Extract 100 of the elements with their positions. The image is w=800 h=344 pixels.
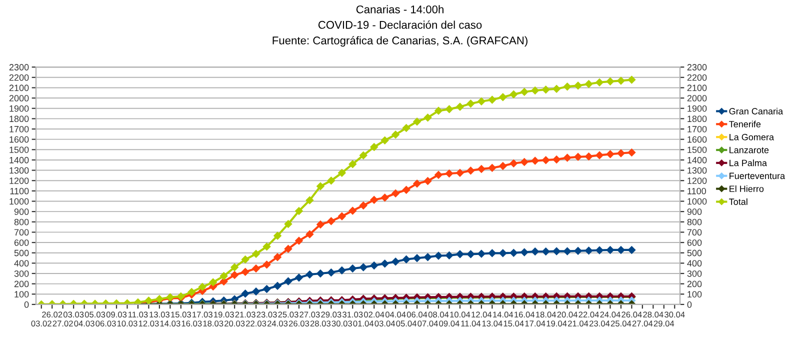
point (284, 220, 292, 228)
point (413, 254, 421, 262)
y-tick-label: 1300 (10, 167, 29, 174)
x-tick-label: 16.04 (514, 312, 535, 318)
point (380, 136, 389, 144)
point (338, 169, 346, 177)
point (563, 247, 572, 256)
x-tick-label: 06.04 (406, 312, 428, 318)
point (327, 268, 336, 276)
point (552, 156, 560, 164)
point (284, 277, 292, 286)
point (316, 270, 324, 278)
x-tick-label: 28.04 (643, 312, 664, 318)
point (478, 165, 486, 173)
point (284, 245, 292, 253)
chart-subtitle: COVID-19 - Declaración del caso (318, 20, 482, 29)
y-tick-label: 1500 (10, 146, 29, 153)
x-tick-label: 05.04 (396, 320, 416, 326)
x-tick-label: 11.04 (461, 320, 481, 326)
point (252, 288, 260, 296)
y-tick-label: 0 (24, 301, 29, 308)
x-tick-label: 26.04 (622, 312, 642, 318)
x-tick-label: 13.03 (150, 312, 170, 318)
point (295, 207, 303, 215)
point (628, 246, 636, 254)
x-tick-label: 23.04 (589, 320, 610, 326)
point (456, 250, 464, 258)
point (520, 158, 528, 166)
point (552, 247, 560, 256)
x-tick-label: 07.04 (418, 320, 438, 326)
point (413, 180, 421, 188)
x-tick-label: 11.03 (128, 312, 148, 318)
x-tick-label: 18.04 (536, 312, 556, 318)
y-tick-label: 700 (14, 229, 29, 236)
point (392, 190, 400, 198)
point (262, 285, 271, 293)
point (499, 93, 507, 101)
x-tick-label: 14.04 (493, 312, 514, 318)
x-tick-label: 13.04 (482, 320, 502, 326)
point (466, 250, 475, 258)
point (606, 246, 614, 254)
x-tick-label: 01.04 (353, 320, 374, 326)
x-tick-label: 22.04 (578, 312, 599, 318)
point (445, 105, 454, 114)
x-tick-label: 25.03 (278, 312, 298, 318)
x-tick-label: 10.03 (117, 320, 138, 326)
point (552, 85, 560, 93)
point (542, 156, 550, 164)
x-tick-label: 10.04 (450, 312, 470, 318)
y-tick-label: 500 (14, 250, 29, 256)
point (478, 250, 486, 258)
point (584, 246, 593, 254)
point (478, 98, 486, 106)
y2-tick-label: 1300 (688, 167, 707, 174)
x-tick-label: 03.02 (31, 320, 52, 326)
legend-label: El Hierro (730, 185, 764, 192)
point (338, 266, 346, 274)
point (628, 76, 636, 84)
point (584, 80, 593, 88)
x-tick-label: 24.04 (600, 312, 620, 318)
y-tick-label: 1400 (10, 156, 29, 164)
x-tick-label: 16.03 (182, 320, 202, 326)
y2-tick-label: 2000 (687, 95, 707, 102)
y2-tick-label: 900 (687, 208, 702, 215)
point (327, 217, 336, 225)
legend-label: Tenerife (729, 120, 761, 128)
point (584, 152, 593, 160)
point (392, 258, 400, 266)
x-tick-label: 04.04 (385, 312, 406, 318)
x-tick-label: 27.02 (52, 320, 73, 326)
x-tick-label: 17.03 (192, 312, 212, 318)
y-tick-label: 2300 (9, 64, 29, 70)
point (327, 176, 336, 184)
point (274, 282, 282, 290)
point (241, 256, 250, 264)
point (617, 76, 625, 85)
y2-tick-label: 1000 (688, 198, 707, 205)
y2-tick-label: 2200 (687, 74, 707, 81)
point (360, 151, 368, 160)
x-tick-label: 29.03 (321, 312, 342, 318)
point (424, 114, 432, 122)
x-tick-label: 09.04 (439, 320, 460, 326)
y-tick-label: 1000 (10, 198, 29, 205)
point (542, 86, 550, 94)
point (617, 149, 625, 158)
y-tick-label: 900 (14, 208, 29, 215)
x-tick-label: 09.03 (106, 312, 127, 318)
y2-tick-label: 0 (687, 301, 692, 308)
point (252, 264, 260, 272)
point (241, 268, 250, 276)
point (380, 260, 389, 268)
point (274, 253, 282, 261)
y2-tick-label: 1200 (688, 178, 707, 184)
x-tick-label: 22.03 (246, 320, 266, 326)
y2-tick-label: 600 (687, 239, 702, 246)
x-tick-label: 20.03 (224, 320, 245, 326)
point (456, 169, 464, 177)
y-tick-label: 2100 (9, 84, 29, 92)
legend-label: La Gomera (730, 134, 774, 140)
x-tick-label: 27.04 (632, 320, 653, 326)
